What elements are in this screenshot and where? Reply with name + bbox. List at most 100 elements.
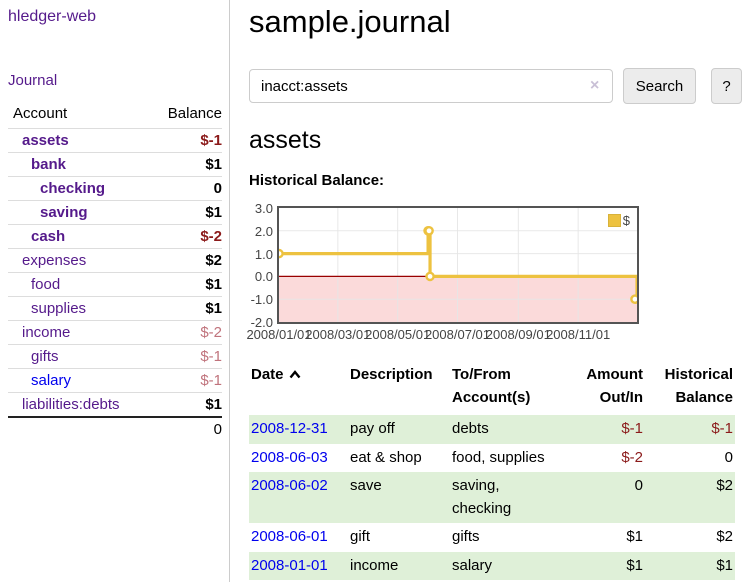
total-label [8,416,148,441]
search-form: × Search ? [249,68,742,104]
account-link-bank[interactable]: bank [31,156,67,173]
accounts-table-header: Account Balance [8,102,222,129]
transaction-description: income [348,551,450,580]
legend-label: $ [622,213,630,228]
transaction-balance: $2 [645,472,735,523]
transaction-amount: $1 [570,551,645,580]
transaction-date-link[interactable]: 2008-06-02 [251,477,328,494]
legend-swatch-icon [607,214,621,227]
description-column-header: Description [350,366,433,383]
account-link-expenses[interactable]: expenses [22,252,87,269]
chart-canvas [279,208,637,322]
transaction-row[interactable]: 2008-12-31 pay off debts $-1 $-1 [249,415,735,444]
account-link-checking[interactable]: checking [40,180,106,197]
transaction-balance: $1 [645,551,735,580]
x-axis-tick-label: 2008/01/01 [246,327,312,342]
account-balance: 0 [147,176,222,201]
account-row: food $1 [8,272,222,297]
account-row: income $-2 [8,320,222,345]
account-row: cash $-2 [8,224,222,249]
transaction-row[interactable]: 2008-06-02 save saving, checking 0 $2 [249,472,735,523]
account-balance: $-2 [147,320,222,345]
y-axis-tick-label: 1.0 [254,246,273,262]
transaction-amount: $-1 [570,415,645,444]
account-link-saving[interactable]: saving [40,204,88,221]
page-title: sample.journal [249,4,451,39]
account-row: bank $1 [8,152,222,177]
sort-ascending-icon [289,364,301,387]
chart-legend: $ [605,212,632,229]
account-heading: assets [249,126,322,154]
account-balance: $2 [147,248,222,273]
transaction-accounts: salary [450,551,570,580]
y-axis-tick-label: -2.0 [250,315,273,330]
x-axis-tick-label: 2008/07/01 [424,327,491,342]
register-table: Date Description To/From Account(s) Amou… [249,360,735,580]
account-link-liabilities-debts[interactable]: liabilities:debts [22,396,120,413]
transaction-date-link[interactable]: 2008-06-03 [251,448,328,466]
account-row: expenses $2 [8,248,222,273]
transaction-accounts: saving, checking [450,472,570,523]
account-link-cash[interactable]: cash [31,228,66,245]
account-balance: $1 [147,200,222,225]
transaction-row[interactable]: 2008-01-01 income salary $1 $1 [249,551,735,580]
transaction-accounts: food, supplies [452,448,545,466]
account-balance: $1 [147,392,222,417]
accounts-balance-table: Account Balance assets $-1 bank $1 checking 0… [8,102,222,441]
account-link-supplies[interactable]: supplies [31,300,87,317]
transaction-description: eat & shop [350,448,422,466]
transaction-date-link[interactable]: 2008-12-31 [251,420,328,437]
transaction-description: gift [350,528,371,545]
account-row: liabilities:debts $1 [8,392,222,417]
x-axis-tick-label: 2008/05/01 [365,327,431,342]
account-balance: $-1 [147,128,222,153]
account-column-header: Account [13,105,68,122]
search-input[interactable] [249,69,613,103]
balance-column-header: Historical Balance [664,366,733,406]
account-row: gifts $-1 [8,344,222,369]
transaction-row[interactable]: 2008-06-01 gift gifts $1 $2 [249,523,735,552]
chart-heading: Historical Balance: [249,172,385,189]
clear-search-icon[interactable]: × [590,77,600,94]
account-row: assets $-1 [8,128,222,153]
account-link-assets[interactable]: assets [22,132,69,149]
transaction-description: save [348,472,450,523]
chart-plot-area[interactable]: $ [277,206,639,324]
help-button[interactable]: ? [711,68,742,104]
account-link-food[interactable]: food [31,276,61,293]
x-axis-tick-label: 2008/09/01 [485,327,551,342]
transaction-amount: 0 [570,472,645,523]
date-column-header[interactable]: Date [249,360,348,415]
account-row: supplies $1 [8,296,222,321]
account-link-gifts[interactable]: gifts [31,348,59,365]
app-title-link[interactable]: hledger-web [8,8,97,25]
transaction-description: pay off [348,415,450,444]
transaction-accounts: gifts [452,528,480,545]
y-axis-tick-label: -1.0 [250,292,273,308]
search-button[interactable]: Search [623,68,696,104]
transaction-date-link[interactable]: 2008-01-01 [251,556,328,574]
transaction-balance: $2 [716,528,733,545]
y-axis-tick-label: 3.0 [254,201,273,216]
amount-column-header: Amount Out/In [586,366,643,406]
account-balance: $-1 [147,368,222,393]
sidebar-item-journal[interactable]: Journal [8,72,58,89]
transaction-amount: $-2 [621,448,643,466]
y-axis-tick-label: 2.0 [254,223,273,239]
balance-column-header: Balance [167,105,222,122]
transaction-amount: $1 [626,528,643,545]
account-balance: $1 [147,152,222,177]
account-link-income[interactable]: income [22,324,71,341]
transaction-balance: $-1 [645,415,735,444]
account-link-salary[interactable]: salary [31,372,72,389]
account-row: checking 0 [8,176,222,201]
total-balance: 0 [147,416,222,441]
tofrom-column-header: To/From Account(s) [452,366,531,406]
transaction-row[interactable]: 2008-06-03 eat & shop food, supplies $-2 0 [249,444,735,473]
transaction-date-link[interactable]: 2008-06-01 [251,528,328,545]
accounts-total-row: 0 [8,416,222,441]
main-content: sample.journal × Search ? assets Histori… [246,0,742,582]
register-header-row: Date Description To/From Account(s) Amou… [249,360,735,415]
account-row: saving $1 [8,200,222,225]
